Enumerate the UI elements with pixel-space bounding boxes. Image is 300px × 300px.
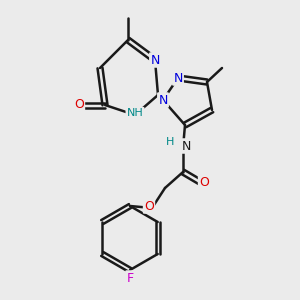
Text: O: O — [199, 176, 209, 188]
Text: NH: NH — [127, 108, 143, 118]
Text: F: F — [126, 272, 134, 284]
Text: O: O — [74, 98, 84, 112]
Text: N: N — [181, 140, 191, 152]
Text: O: O — [144, 200, 154, 212]
Text: N: N — [173, 71, 183, 85]
Text: H: H — [166, 137, 174, 147]
Text: N: N — [158, 94, 168, 106]
Text: N: N — [150, 53, 160, 67]
